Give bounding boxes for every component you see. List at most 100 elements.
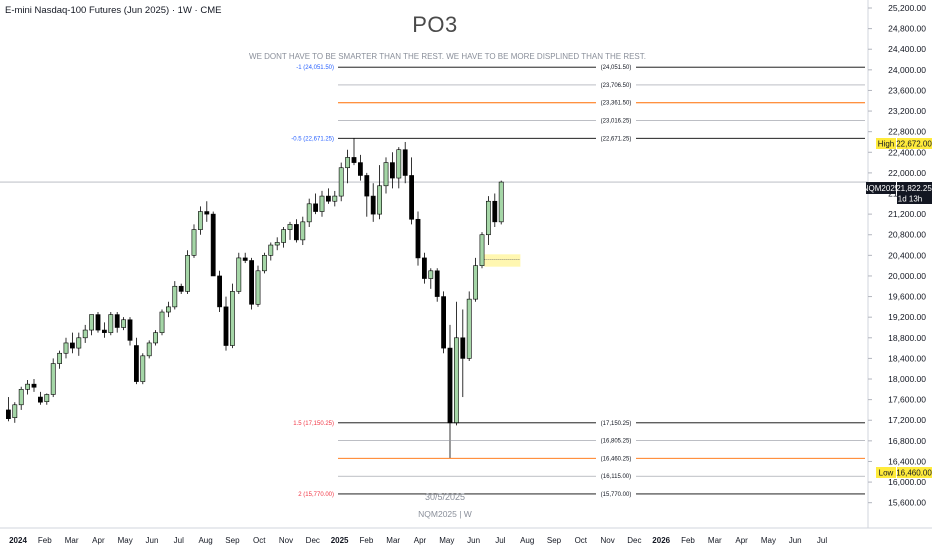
bearish-candle	[178, 283, 184, 294]
candle-body	[268, 244, 274, 256]
price-axis-label: 24,800.00	[888, 24, 926, 34]
bullish-candle	[153, 330, 158, 346]
candle-body	[338, 167, 344, 197]
time-axis-label: Feb	[360, 536, 374, 545]
price-axis-label: 23,600.00	[888, 85, 926, 95]
bearish-candle	[37, 391, 43, 405]
candle-body	[370, 195, 376, 215]
candle-body	[389, 162, 395, 179]
svg-text:Low: Low	[879, 469, 894, 478]
candle-body	[485, 200, 491, 236]
bullish-candle	[473, 257, 478, 302]
candle-body	[345, 157, 350, 169]
candle-body	[70, 342, 75, 349]
bullish-candle	[274, 237, 280, 251]
svg-text:16,460.00: 16,460.00	[896, 469, 932, 478]
svg-text:NQM2025: NQM2025	[863, 184, 900, 193]
candle-body	[57, 352, 62, 364]
fib-level-line: (16,115.00)	[338, 472, 865, 481]
candle-body	[191, 229, 197, 256]
candle-body	[428, 270, 434, 279]
symbol-annotation: NQM2025 | W	[418, 509, 472, 519]
price-axis-label: 18,800.00	[888, 333, 926, 343]
bullish-candle	[57, 350, 62, 369]
time-axis-label: Apr	[414, 536, 427, 545]
candle-body	[466, 298, 472, 359]
fib-level-price: (16,460.25)	[601, 456, 632, 462]
bearish-candle	[325, 188, 331, 204]
candles	[6, 138, 521, 459]
fib-level-line: (16,460.25)	[338, 454, 865, 463]
candle-body	[18, 389, 24, 406]
svg-text:1d 13h: 1d 13h	[898, 195, 922, 204]
bearish-candle	[95, 312, 101, 333]
candle-body	[441, 296, 446, 349]
candle-body	[37, 396, 43, 403]
po3-title: PO3	[412, 12, 458, 37]
time-axis-label: Jun	[146, 536, 159, 545]
fib-level-line: (23,016.25)	[338, 116, 865, 125]
candle-body	[236, 257, 242, 292]
bullish-candle	[479, 232, 485, 269]
fib-level-price: (15,770.00)	[601, 492, 632, 498]
fib-level-price: (22,671.25)	[601, 136, 632, 142]
price-axis-label: 15,600.00	[888, 498, 926, 508]
candle-body	[127, 319, 133, 341]
bullish-candle	[89, 314, 94, 336]
bearish-candle	[127, 317, 133, 346]
bearish-candle	[402, 141, 408, 184]
fib-level-price: (16,805.25)	[601, 439, 632, 445]
candle-body	[357, 162, 363, 176]
price-axis-label: 25,200.00	[888, 3, 926, 13]
candle-body	[114, 314, 120, 328]
candle-body	[63, 342, 69, 354]
bullish-candle	[44, 393, 50, 405]
bullish-candle	[166, 301, 171, 318]
candle-body	[300, 221, 306, 241]
candle-body	[89, 314, 94, 331]
candle-body	[95, 314, 101, 331]
candle-body	[230, 291, 235, 346]
price-axis-label: 23,200.00	[888, 106, 926, 116]
bullish-candle	[261, 252, 267, 274]
bullish-candle	[498, 180, 504, 225]
time-axis-label: Jul	[817, 536, 827, 545]
candle-body	[287, 224, 293, 230]
candle-body	[178, 285, 184, 292]
fib-levels: (24,051.50) -1 (24,051.50) (23,706.50) (23,…	[291, 63, 865, 498]
bullish-candle	[140, 353, 146, 385]
time-axis-label: Dec	[627, 536, 641, 545]
bullish-candle	[466, 291, 472, 361]
bearish-candle	[217, 270, 222, 313]
time-axis-label: Oct	[575, 536, 588, 545]
bearish-candle	[409, 157, 414, 225]
candle-body	[102, 329, 107, 333]
candle-body	[421, 257, 427, 279]
bearish-candle	[293, 219, 299, 243]
bearish-candle	[389, 152, 395, 189]
time-axis-label: Jul	[174, 536, 184, 545]
price-axis-label: 19,200.00	[888, 312, 926, 322]
bullish-candle	[50, 358, 56, 398]
bearish-candle	[421, 252, 427, 284]
candle-body	[210, 213, 216, 277]
bearish-candle	[6, 397, 11, 422]
svg-text:21,822.25: 21,822.25	[896, 184, 932, 193]
candle-body	[351, 157, 357, 163]
candle-body	[453, 337, 459, 424]
fib-level-price-bg	[596, 489, 636, 498]
time-axis[interactable]: 2024 Feb Mar Apr May Jun Jul Aug Sep Oct Nov Dec 202…	[9, 536, 827, 545]
candle-body	[44, 394, 50, 402]
candle-body	[223, 306, 229, 346]
bullish-candle	[12, 402, 18, 423]
time-axis-label: May	[118, 536, 133, 545]
bullish-candle	[287, 221, 293, 240]
bullish-candle	[300, 216, 306, 246]
candle-body	[473, 265, 478, 300]
bullish-candle	[255, 265, 261, 307]
bearish-candle	[210, 211, 216, 277]
candle-body	[249, 260, 254, 305]
fib-level-price-bg	[596, 134, 636, 143]
quote-text: WE DONT HAVE TO BE SMARTER THAN THE REST…	[249, 52, 646, 61]
